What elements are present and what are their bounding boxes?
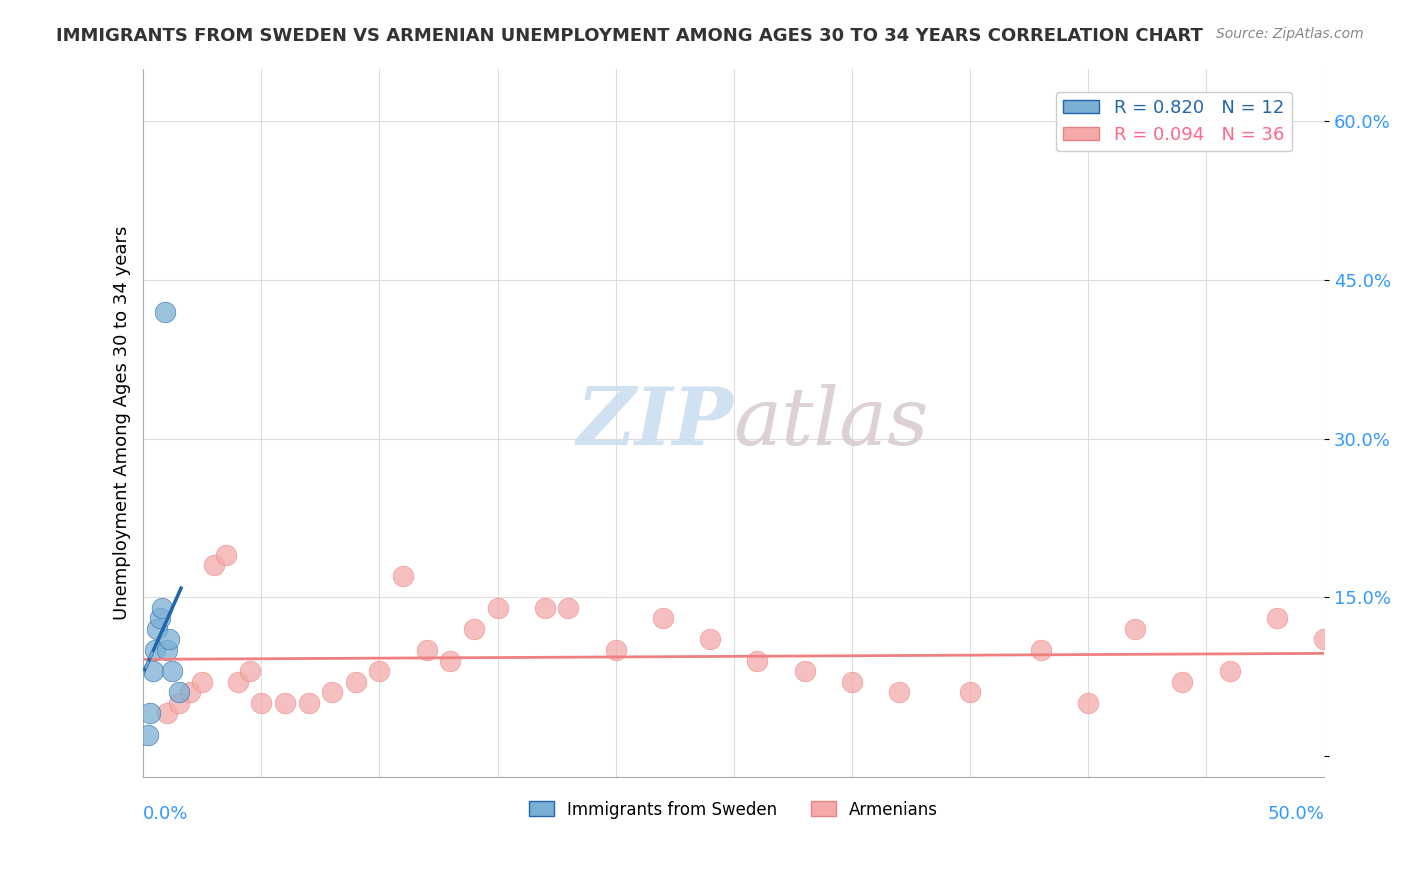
Point (226, 674, 249, 689)
Text: Source: ZipAtlas.com: Source: ZipAtlas.com (1216, 27, 1364, 41)
Point (1265, 611, 1288, 625)
Point (179, 685, 201, 699)
Point (167, 685, 190, 699)
Text: 50.0%: 50.0% (1267, 805, 1324, 823)
Point (1077, 696, 1099, 710)
Point (274, 696, 297, 710)
Point (747, 654, 769, 668)
Point (1313, 632, 1336, 647)
Point (959, 685, 981, 699)
Text: 0.0%: 0.0% (143, 805, 188, 823)
Point (157, 632, 180, 647)
Point (463, 622, 485, 636)
Text: atlas: atlas (734, 384, 929, 461)
Point (486, 600, 509, 615)
Point (215, 548, 238, 562)
Point (321, 685, 343, 699)
Text: ZIP: ZIP (576, 384, 734, 461)
Point (142, 664, 165, 678)
Point (1029, 643, 1052, 657)
Point (139, 706, 162, 721)
Point (136, 728, 159, 742)
Point (297, 696, 319, 710)
Point (156, 643, 179, 657)
Point (202, 558, 225, 573)
Point (150, 600, 173, 615)
Text: IMMIGRANTS FROM SWEDEN VS ARMENIAN UNEMPLOYMENT AMONG AGES 30 TO 34 YEARS CORREL: IMMIGRANTS FROM SWEDEN VS ARMENIAN UNEMP… (56, 27, 1204, 45)
Point (793, 664, 815, 678)
Point (605, 643, 627, 657)
Point (143, 643, 166, 657)
Point (887, 685, 910, 699)
Point (557, 600, 579, 615)
Point (415, 643, 437, 657)
Point (392, 569, 415, 583)
Point (238, 664, 260, 678)
Point (699, 632, 721, 647)
Legend: Immigrants from Sweden, Armenians: Immigrants from Sweden, Armenians (523, 794, 945, 825)
Point (146, 622, 169, 636)
Point (533, 600, 555, 615)
Point (651, 611, 673, 625)
Point (344, 674, 367, 689)
Point (439, 654, 461, 668)
Point (1123, 622, 1146, 636)
Point (153, 304, 176, 318)
Point (841, 674, 863, 689)
Point (191, 674, 214, 689)
Point (1171, 674, 1194, 689)
Point (368, 664, 391, 678)
Point (167, 696, 190, 710)
Point (149, 611, 172, 625)
Point (1219, 664, 1241, 678)
Point (160, 664, 183, 678)
Point (156, 706, 179, 721)
Point (250, 696, 273, 710)
Y-axis label: Unemployment Among Ages 30 to 34 years: Unemployment Among Ages 30 to 34 years (114, 226, 131, 620)
